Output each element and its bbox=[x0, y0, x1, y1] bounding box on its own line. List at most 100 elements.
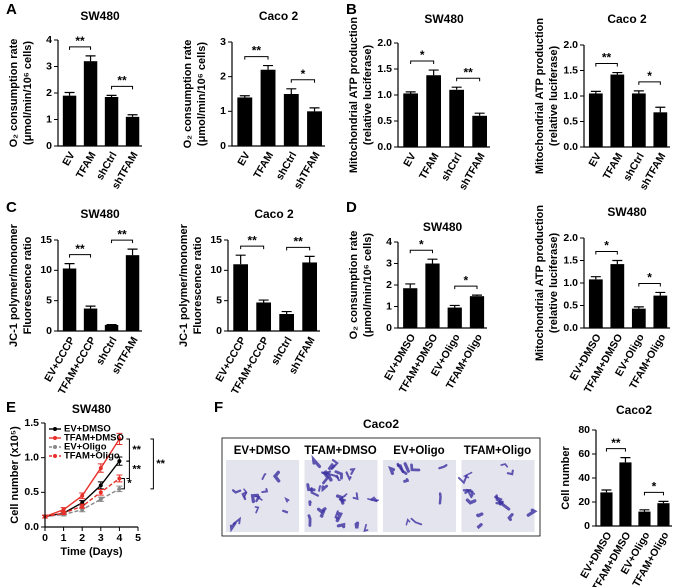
x-tick-label: 0 bbox=[42, 532, 48, 544]
error-bar bbox=[85, 305, 96, 309]
stained-cell bbox=[506, 469, 514, 476]
y-tick-label: 0 bbox=[584, 520, 590, 532]
y-tick-label: 0.5 bbox=[563, 115, 578, 127]
significance-bracket bbox=[595, 63, 618, 67]
y-tick-label: 1.5 bbox=[563, 64, 578, 76]
stained-cell bbox=[352, 492, 359, 501]
error-bar bbox=[639, 509, 650, 512]
image-panel-title: Caco2 bbox=[363, 417, 399, 431]
bar bbox=[302, 262, 318, 331]
y-tick-label: 0.0 bbox=[377, 141, 392, 153]
stained-cell bbox=[457, 474, 468, 485]
y-tick-label: 5 bbox=[216, 294, 222, 306]
error-bar bbox=[106, 94, 117, 97]
x-tick-label: 3 bbox=[98, 532, 104, 544]
y-axis-label: Mitochondrial ATP production bbox=[348, 17, 360, 174]
point bbox=[61, 511, 66, 516]
bar bbox=[260, 69, 276, 146]
y-tick-label: 15 bbox=[40, 234, 52, 246]
legend-marker bbox=[53, 445, 57, 449]
stained-cell bbox=[306, 483, 316, 492]
bar bbox=[83, 308, 98, 331]
error-bar bbox=[658, 500, 669, 504]
y-tick-label: 0 bbox=[216, 325, 222, 337]
point bbox=[61, 507, 66, 512]
y-axis-label: (relative luciferase) bbox=[362, 45, 374, 146]
error-bar bbox=[474, 112, 485, 116]
point bbox=[98, 466, 103, 471]
stained-cell bbox=[349, 467, 356, 475]
point bbox=[117, 459, 122, 464]
stained-cell bbox=[307, 514, 312, 527]
significance-bracket bbox=[410, 60, 435, 65]
significance-label: ** bbox=[611, 436, 621, 450]
error-bar bbox=[64, 263, 75, 269]
stained-cell bbox=[507, 513, 514, 522]
bar bbox=[610, 74, 625, 147]
panel-label: E bbox=[6, 399, 16, 416]
y-tick-label: 1 bbox=[220, 105, 226, 117]
stained-cell bbox=[324, 470, 333, 482]
x-tick-label: EV bbox=[235, 150, 252, 168]
point bbox=[80, 493, 85, 498]
chart-title: SW480 bbox=[424, 12, 464, 26]
error-bar bbox=[405, 283, 416, 289]
stained-cell bbox=[410, 463, 421, 472]
x-tick-label: EV bbox=[586, 151, 603, 169]
x-tick-label: EV bbox=[401, 151, 418, 169]
chart-title: SW480 bbox=[80, 9, 120, 23]
error-bar bbox=[309, 107, 320, 112]
error-bar bbox=[655, 291, 666, 296]
stained-cell bbox=[410, 517, 423, 526]
y-tick-label: 4 bbox=[46, 34, 52, 46]
stained-cell bbox=[328, 473, 340, 479]
significance-label: ** bbox=[132, 464, 141, 476]
stained-cell bbox=[335, 494, 345, 505]
significance-label: * bbox=[419, 237, 424, 251]
significance-label: ** bbox=[132, 444, 141, 456]
x-tick-label: 4 bbox=[116, 532, 122, 544]
point bbox=[98, 497, 103, 502]
significance-label: ** bbox=[156, 458, 165, 470]
x-tick-label: 5 bbox=[135, 532, 141, 544]
panel-label: D bbox=[346, 199, 357, 216]
y-axis-label: O₂ consumption rate bbox=[348, 231, 360, 340]
significance-bracket bbox=[286, 246, 311, 251]
y-tick-label: 3 bbox=[46, 60, 52, 72]
significance-bracket bbox=[638, 81, 661, 85]
error-bar bbox=[281, 310, 292, 315]
significance-label: * bbox=[647, 271, 652, 285]
y-tick-label: 2.0 bbox=[563, 232, 578, 244]
stained-cell bbox=[282, 509, 289, 514]
stained-cell bbox=[336, 522, 346, 529]
error-bar bbox=[612, 71, 623, 75]
y-axis-label: JC-1 polymer/monomer bbox=[178, 223, 190, 347]
point bbox=[117, 476, 122, 481]
chart-title: SW480 bbox=[423, 220, 463, 234]
error-bar bbox=[451, 86, 462, 90]
significance-label: * bbox=[464, 273, 469, 287]
image-label: TFAM+DMSO bbox=[304, 445, 377, 457]
stained-cell bbox=[345, 471, 352, 482]
chart-title: Caco2 bbox=[616, 403, 652, 417]
significance-label: * bbox=[127, 478, 132, 490]
significance-bracket bbox=[111, 85, 134, 90]
bar bbox=[472, 115, 488, 147]
error-bar bbox=[304, 255, 315, 263]
y-tick-label: 5 bbox=[46, 294, 52, 306]
bar bbox=[279, 314, 295, 331]
y-tick-label: 1.5 bbox=[563, 254, 578, 266]
stained-cell bbox=[335, 512, 343, 523]
stained-cell bbox=[403, 478, 410, 483]
stained-cell bbox=[261, 473, 267, 480]
legend-marker bbox=[53, 454, 57, 458]
image-label: EV+DMSO bbox=[234, 445, 291, 457]
bar bbox=[403, 288, 418, 328]
y-tick-label: 1.0 bbox=[377, 89, 392, 101]
chart-title: SW480 bbox=[80, 207, 120, 221]
legend-marker bbox=[53, 436, 57, 440]
stained-cell bbox=[462, 471, 473, 479]
y-axis-label: O₂ consumption rate bbox=[8, 39, 20, 148]
bar bbox=[104, 324, 119, 331]
